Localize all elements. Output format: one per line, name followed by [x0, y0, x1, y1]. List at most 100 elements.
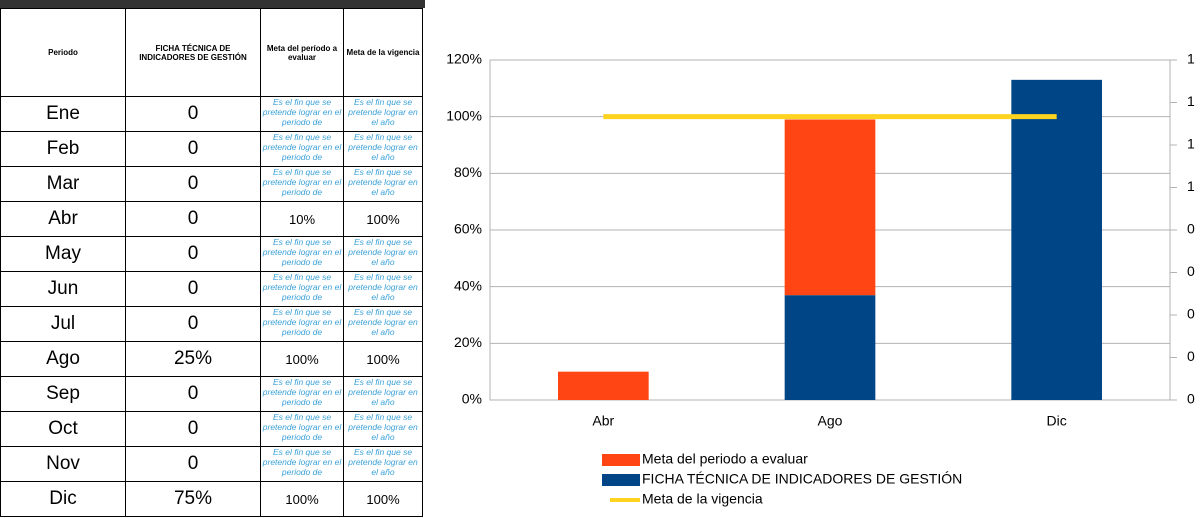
table-cell: 100%: [343, 201, 423, 237]
chart: 0% 20% 40% 60% 80% 100% 120% 0 0 0 0 0 1 1 1 1 Abr Ago Dic…: [446, 51, 1195, 507]
y2-tick-label: 1: [1187, 51, 1195, 67]
table-cell: Es el fin que se pretende lograr en el a…: [343, 306, 423, 342]
y-tick-label: 100%: [446, 107, 482, 123]
bar: [558, 371, 649, 400]
x-tick-label: Ago: [818, 413, 843, 429]
table: Periodo FICHA TÉCNICA DE INDICADORES DE G…: [0, 8, 423, 517]
table-cell: Es el fin que se pretende lograr en el a…: [343, 411, 423, 447]
header-cell: Meta del período a evaluar: [260, 8, 344, 97]
cell-note: Es el fin que se pretende lograr en el p…: [262, 447, 342, 478]
table-cell: May: [0, 236, 126, 272]
table-cell: 0: [125, 166, 261, 202]
cell-note: Es el fin que se pretende lograr en el p…: [262, 377, 342, 408]
header-cell: FICHA TÉCNICA DE INDICADORES DE GESTIÓN: [125, 8, 261, 97]
cell-note: Es el fin que se pretende lograr en el a…: [348, 97, 418, 128]
table-row: Ene 0 Es el fin que se pretende lograr en …: [0, 96, 423, 132]
cell-note: Es el fin que se pretende lograr en el p…: [262, 132, 342, 163]
y-tick-label: 120%: [446, 51, 482, 67]
table-row: Oct 0 Es el fin que se pretende lograr en …: [0, 411, 423, 447]
table-cell: Es el fin que se pretende lograr en el p…: [260, 236, 344, 272]
cell-note: Es el fin que se pretende lograr en el a…: [348, 412, 418, 443]
table-cell: Es el fin que se pretende lograr en el p…: [260, 446, 344, 482]
table-row: Abr 0 10% 100%: [0, 201, 423, 237]
cell-note: Es el fin que se pretende lograr en el a…: [348, 447, 418, 478]
table-cell: 0: [125, 306, 261, 342]
table-cell: Ago: [0, 341, 126, 377]
cell-note: Es el fin que se pretende lograr en el p…: [262, 97, 342, 128]
table-cell: Jun: [0, 271, 126, 307]
header-cell: Meta de la vigencia: [343, 8, 423, 97]
x-tick-label: Dic: [1047, 413, 1067, 429]
bar: [784, 119, 876, 296]
y2-tick-label: 0: [1187, 263, 1195, 279]
table-cell: Es el fin que se pretende lograr en el p…: [260, 96, 344, 132]
table-cell: 0: [125, 271, 261, 307]
y2-tick-label: 1: [1187, 136, 1195, 152]
table-cell: Es el fin que se pretende lograr en el a…: [343, 96, 423, 132]
data-table: Periodo FICHA TÉCNICA DE INDICADORES DE G…: [0, 0, 425, 518]
cell-note: Es el fin que se pretende lograr en el p…: [262, 237, 342, 268]
cell-note: Es el fin que se pretende lograr en el p…: [262, 412, 342, 443]
table-cell: Ene: [0, 96, 126, 132]
y-tick-label: 40%: [454, 277, 482, 293]
y-tick-label: 80%: [454, 164, 482, 180]
table-cell: Abr: [0, 201, 126, 237]
legend-label: Meta del periodo a evaluar: [642, 451, 808, 467]
table-cell: 100%: [343, 481, 423, 517]
table-cell: Es el fin que se pretende lograr en el p…: [260, 131, 344, 167]
table-cell: 25%: [125, 341, 261, 377]
cell-note: Es el fin que se pretende lograr en el a…: [348, 377, 418, 408]
y2-tick-label: 0: [1187, 221, 1195, 237]
x-tick-label: Abr: [592, 413, 614, 429]
cell-note: Es el fin que se pretende lograr en el p…: [262, 307, 342, 338]
table-row: Ago 25% 100% 100%: [0, 341, 423, 377]
table-cell: 100%: [260, 341, 344, 377]
table-cell: 0: [125, 131, 261, 167]
table-cell: Es el fin que se pretende lograr en el a…: [343, 446, 423, 482]
y2-tick-label: 1: [1187, 93, 1195, 109]
table-cell: Dic: [0, 481, 126, 517]
legend-label: FICHA TÉCNICA DE INDICADORES DE GESTIÓN: [642, 471, 962, 487]
y-tick-label: 20%: [454, 334, 482, 350]
y2-tick-label: 1: [1187, 178, 1195, 194]
table-cell: Es el fin que se pretende lograr en el a…: [343, 166, 423, 202]
bar: [1011, 79, 1102, 400]
cell-note: Es el fin que se pretende lograr en el a…: [348, 272, 418, 303]
table-cell: 10%: [260, 201, 344, 237]
cell-note: Es el fin que se pretende lograr en el a…: [348, 132, 418, 163]
y-tick-label: 0%: [462, 391, 482, 407]
table-cell: Es el fin que se pretende lograr en el p…: [260, 166, 344, 202]
cell-note: Es el fin que se pretende lograr en el p…: [262, 272, 342, 303]
table-cell: Es el fin que se pretende lograr en el p…: [260, 411, 344, 447]
y2-tick-label: 0: [1187, 348, 1195, 364]
table-cell: Oct: [0, 411, 126, 447]
table-cell: Es el fin que se pretende lograr en el a…: [343, 271, 423, 307]
table-cell: 0: [125, 201, 261, 237]
table-cell: Es el fin que se pretende lograr en el p…: [260, 271, 344, 307]
cell-note: Es el fin que se pretende lograr en el a…: [348, 307, 418, 338]
table-row: Dic 75% 100% 100%: [0, 481, 423, 517]
legend-swatch: [602, 454, 640, 466]
cell-note: Es el fin que se pretende lograr en el a…: [348, 237, 418, 268]
y2-tick-label: 0: [1187, 306, 1195, 322]
table-cell: 100%: [343, 341, 423, 377]
table-cell: Mar: [0, 166, 126, 202]
bar: [784, 295, 876, 400]
legend-swatch: [602, 474, 640, 486]
table-cell: Es el fin que se pretende lograr en el a…: [343, 236, 423, 272]
table-cell: Nov: [0, 446, 126, 482]
table-cell: Es el fin que se pretende lograr en el p…: [260, 376, 344, 412]
table-cell: 100%: [260, 481, 344, 517]
header-cell: Periodo: [0, 8, 126, 97]
y2-tick-label: 0: [1187, 391, 1195, 407]
y-tick-label: 60%: [454, 221, 482, 237]
table-cell: 0: [125, 411, 261, 447]
table-cell: Es el fin que se pretende lograr en el a…: [343, 131, 423, 167]
table-cell: 0: [125, 376, 261, 412]
table-row: Nov 0 Es el fin que se pretende lograr en …: [0, 446, 423, 482]
table-cell: Feb: [0, 131, 126, 167]
table-cell: Jul: [0, 306, 126, 342]
table-row: Feb 0 Es el fin que se pretende lograr en …: [0, 131, 423, 167]
legend-label: Meta de la vigencia: [642, 491, 763, 507]
